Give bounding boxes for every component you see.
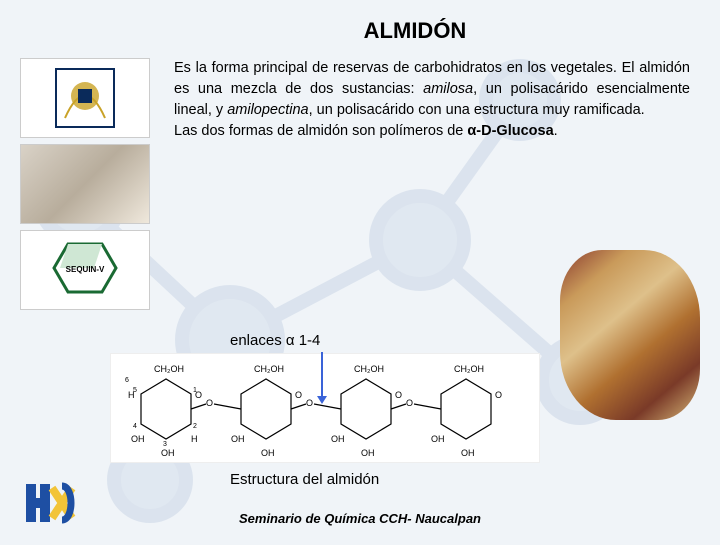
term-amilopectina: amilopectina <box>227 102 308 118</box>
text-fragment: . <box>554 123 558 139</box>
text-fragment: , un polisacárido con una estructura muy… <box>309 102 645 118</box>
svg-text:H: H <box>191 434 198 444</box>
svg-text:CH₂OH: CH₂OH <box>154 364 184 374</box>
svg-text:OH: OH <box>461 448 475 458</box>
potatoes-image <box>560 250 700 420</box>
svg-text:5: 5 <box>133 387 137 394</box>
left-image-column: SEQUIN-V <box>20 58 160 310</box>
svg-text:3: 3 <box>163 441 167 448</box>
svg-text:OH: OH <box>431 434 445 444</box>
term-amilosa: amilosa <box>423 81 473 97</box>
text-fragment: Las dos formas de almidón son polímeros … <box>174 123 467 139</box>
svg-text:SEQUIN-V: SEQUIN-V <box>66 265 105 274</box>
footer-text: Seminario de Química CCH- Naucalpan <box>0 511 720 526</box>
bond-arrow-icon <box>321 352 323 398</box>
estructura-label: Estructura del almidón <box>230 471 690 488</box>
svg-text:2: 2 <box>193 423 197 430</box>
svg-text:OH: OH <box>161 448 175 458</box>
svg-text:O: O <box>395 390 402 400</box>
svg-text:CH₂OH: CH₂OH <box>254 364 284 374</box>
svg-text:OH: OH <box>231 434 245 444</box>
unam-logo <box>20 58 150 138</box>
svg-text:4: 4 <box>133 423 137 430</box>
svg-text:OH: OH <box>131 434 145 444</box>
svg-text:O: O <box>306 398 313 408</box>
svg-text:CH₂OH: CH₂OH <box>454 364 484 374</box>
svg-text:O: O <box>206 398 213 408</box>
svg-text:OH: OH <box>261 448 275 458</box>
starch-powder-image <box>20 144 150 224</box>
page-title: ALMIDÓN <box>140 18 690 44</box>
starch-structure-diagram: CH₂OH O OH OH H H 6 5 4 3 2 1 <box>110 353 540 463</box>
svg-text:OH: OH <box>331 434 345 444</box>
svg-text:O: O <box>495 390 502 400</box>
svg-text:OH: OH <box>361 448 375 458</box>
svg-text:O: O <box>295 390 302 400</box>
term-glucosa: α-D-Glucosa <box>467 123 553 139</box>
svg-text:6: 6 <box>125 377 129 384</box>
svg-text:CH₂OH: CH₂OH <box>354 364 384 374</box>
sequin-hexagon-logo: SEQUIN-V <box>20 230 150 310</box>
svg-text:1: 1 <box>193 387 197 394</box>
svg-text:O: O <box>406 398 413 408</box>
